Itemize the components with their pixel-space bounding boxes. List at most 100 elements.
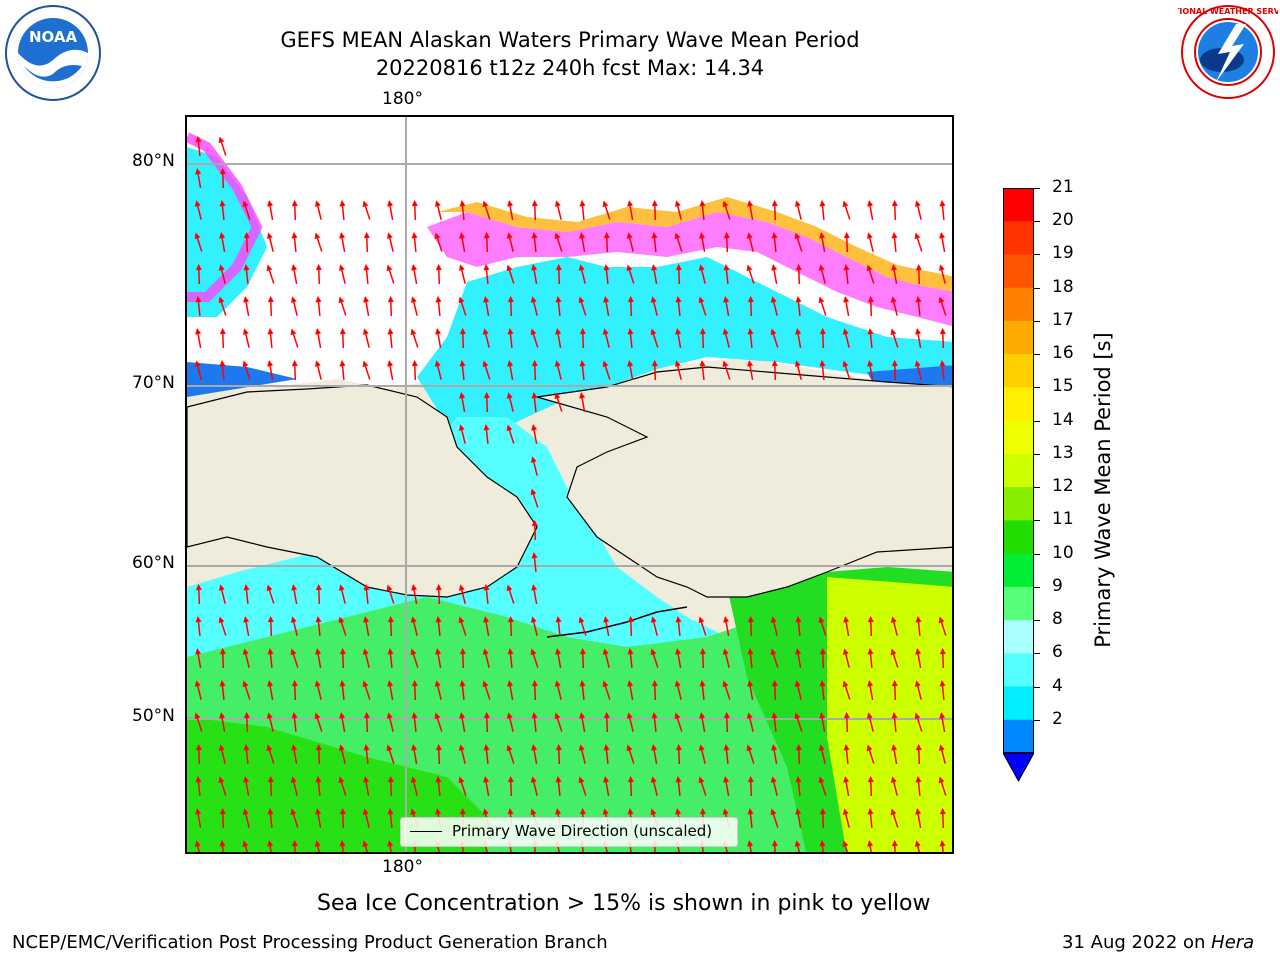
colorbar-tick-label: 12: [1052, 476, 1074, 497]
wave-arrow: [698, 264, 706, 284]
wave-arrow: [915, 808, 922, 828]
wave-arrow: [387, 648, 394, 669]
wave-arrow: [723, 712, 730, 733]
wave-arrow: [435, 648, 442, 668]
wave-arrow: [314, 712, 323, 732]
aleutian-chain: [546, 606, 688, 638]
legend-line-sample: [410, 831, 442, 832]
wave-arrow: [266, 264, 275, 284]
wave-arrow: [363, 712, 370, 733]
wave-arrow: [530, 648, 539, 668]
wave-arrow: [363, 232, 370, 253]
footer-date: 31 Aug 2022 on Hera: [1062, 932, 1254, 953]
wave-arrow: [699, 680, 706, 701]
wave-arrow: [194, 232, 203, 252]
wave-arrow: [939, 712, 946, 732]
wave-arrow: [650, 328, 659, 348]
wave-arrow: [914, 200, 922, 220]
wave-arrow: [363, 584, 370, 605]
wave-arrow: [915, 264, 922, 285]
wave-arrow: [482, 648, 490, 668]
wave-arrow: [483, 264, 490, 285]
wave-arrow: [915, 744, 922, 765]
wave-arrow: [195, 136, 202, 157]
wave-arrow: [483, 392, 490, 413]
wave-arrow: [435, 616, 442, 637]
wave-arrow: [795, 616, 802, 637]
wave-arrow: [651, 232, 658, 253]
wave-arrow: [603, 616, 610, 636]
wave-arrow: [555, 744, 562, 765]
wave-arrow: [867, 360, 874, 380]
wave-arrow: [819, 840, 826, 852]
wave-arrow: [891, 712, 898, 733]
wave-arrow: [723, 744, 730, 765]
wave-arrow: [410, 616, 418, 636]
wave-arrow: [747, 296, 754, 317]
wave-arrow: [842, 328, 850, 348]
colorbar-segment: [1003, 719, 1034, 754]
wave-arrow: [555, 648, 562, 668]
wave-arrow: [746, 232, 754, 252]
wave-arrow: [747, 328, 754, 349]
wave-arrow: [483, 296, 490, 316]
colorbar-label: Primary Wave Mean Period [s]: [1091, 332, 1115, 648]
wave-arrow: [867, 680, 874, 700]
wave-arrow: [219, 200, 226, 221]
wave-arrow: [578, 616, 587, 636]
gulf-of-alaska-east: [827, 577, 952, 852]
wave-arrow: [530, 776, 538, 796]
wave-arrow: [842, 648, 850, 668]
wave-arrow: [266, 712, 274, 732]
wave-arrow: [362, 680, 371, 700]
wave-arrow: [843, 744, 850, 765]
wave-arrow: [242, 648, 250, 668]
colorbar-tick-mark: [1034, 354, 1040, 356]
wave-arrow: [242, 200, 251, 220]
wave-arrow: [411, 200, 418, 221]
wave-arrow: [866, 712, 874, 732]
wave-arrow: [242, 808, 250, 828]
wave-arrow: [938, 264, 946, 284]
wave-arrow: [339, 360, 346, 381]
colorbar-tick-label: 16: [1052, 343, 1074, 364]
wave-arrow: [506, 712, 514, 732]
wave-arrow: [267, 616, 274, 637]
wave-arrow: [411, 360, 418, 381]
wave-arrow: [819, 712, 826, 732]
wave-arrow: [603, 712, 610, 733]
colorbar-tick-mark: [1034, 686, 1040, 688]
wave-arrow: [483, 232, 490, 253]
wave-arrow: [362, 648, 370, 668]
wave-arrow: [771, 680, 778, 701]
wave-arrow: [722, 648, 730, 668]
colorbar-tick-mark: [1034, 287, 1040, 289]
colorbar-segment: [1003, 487, 1034, 521]
wave-arrow: [627, 328, 634, 349]
wave-arrow: [626, 712, 634, 732]
wave-arrow: [339, 808, 346, 829]
wave-arrow: [939, 808, 946, 829]
wave-arrow: [770, 296, 778, 316]
wave-arrow: [723, 296, 730, 316]
wave-arrow: [867, 616, 874, 637]
wave-arrow: [771, 712, 778, 733]
wave-arrow: [290, 616, 298, 636]
wave-arrow: [434, 680, 442, 700]
wave-arrow: [794, 840, 802, 852]
wave-arrow: [458, 424, 466, 444]
wave-arrow: [939, 200, 946, 221]
wave-arrow: [290, 776, 298, 796]
wave-arrow: [530, 296, 538, 316]
wave-arrow: [578, 296, 587, 316]
wave-arrow: [482, 328, 490, 348]
wave-arrow: [915, 328, 922, 348]
wave-arrow: [674, 712, 683, 732]
wave-arrow: [314, 200, 322, 220]
wave-arrow: [506, 392, 514, 412]
legend-label: Primary Wave Direction (unscaled): [452, 822, 713, 840]
wave-arrow: [266, 232, 274, 252]
wave-arrow: [842, 808, 850, 828]
wave-arrow: [603, 296, 610, 316]
wave-arrow: [747, 616, 754, 637]
